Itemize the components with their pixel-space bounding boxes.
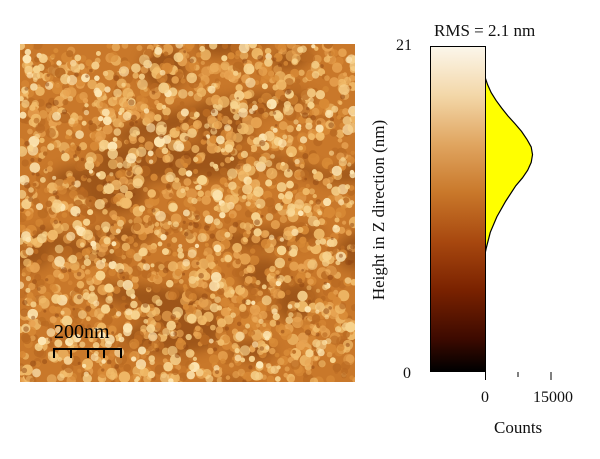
y-axis-title: Height in Z direction (nm) — [369, 119, 388, 301]
afm-topography-image — [20, 44, 355, 382]
x-tick-label-max: 15000 — [533, 389, 573, 406]
height-histogram — [485, 46, 552, 380]
x-axis-title: Counts — [494, 418, 543, 437]
y-tick-label-bottom: 0 — [403, 365, 411, 382]
scale-bar-label: 200nm — [54, 321, 110, 343]
x-tick-label-zero: 0 — [481, 389, 489, 406]
y-tick-label-top: 21 — [396, 37, 412, 54]
histogram-line — [485, 76, 534, 255]
rms-label: RMS = 2.1 nm — [434, 21, 536, 40]
scale-bar — [53, 348, 122, 358]
histogram-area — [485, 77, 533, 255]
height-colorbar — [430, 46, 486, 372]
